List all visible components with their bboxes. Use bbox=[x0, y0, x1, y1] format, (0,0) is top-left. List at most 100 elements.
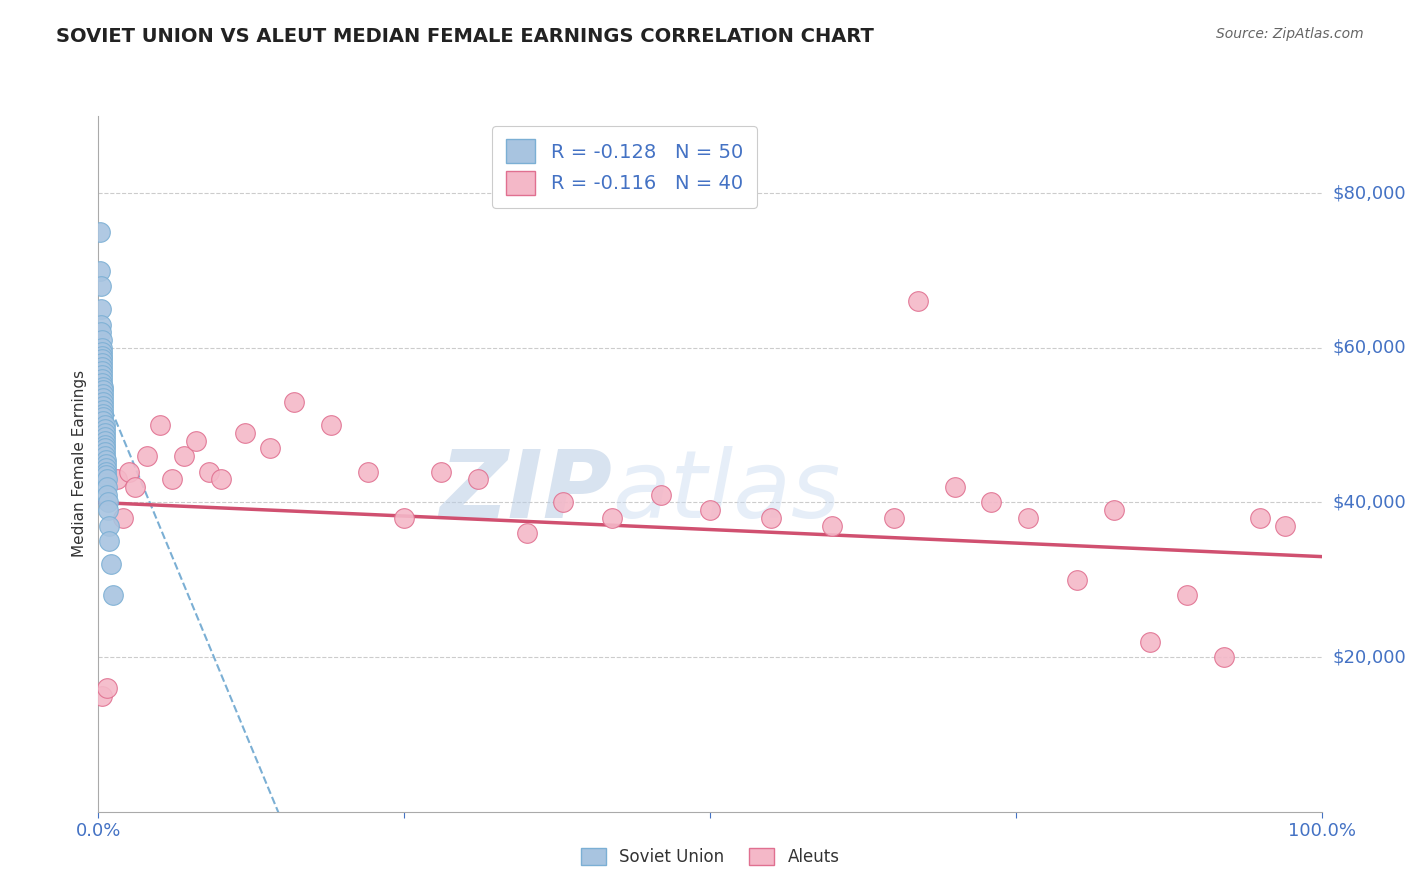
Point bbox=[90, 326, 112, 340]
Point bbox=[90, 279, 112, 293]
Point bbox=[319, 418, 342, 433]
Point bbox=[1212, 650, 1234, 665]
Point bbox=[91, 410, 114, 425]
Text: SOVIET UNION VS ALEUT MEDIAN FEMALE EARNINGS CORRELATION CHART: SOVIET UNION VS ALEUT MEDIAN FEMALE EARN… bbox=[56, 27, 875, 45]
Text: $60,000: $60,000 bbox=[1333, 339, 1406, 357]
Point bbox=[93, 425, 115, 440]
Point bbox=[91, 384, 114, 398]
Point bbox=[94, 465, 117, 479]
Point bbox=[94, 457, 117, 471]
Point bbox=[91, 399, 114, 413]
Point bbox=[197, 465, 219, 479]
Point bbox=[96, 681, 118, 695]
Point bbox=[97, 495, 120, 509]
Point bbox=[93, 437, 115, 451]
Point bbox=[91, 387, 114, 401]
Text: $40,000: $40,000 bbox=[1333, 493, 1406, 511]
Point bbox=[91, 352, 114, 367]
Point bbox=[91, 349, 114, 363]
Text: atlas: atlas bbox=[612, 446, 841, 537]
Point bbox=[907, 294, 929, 309]
Point bbox=[283, 395, 305, 409]
Point bbox=[93, 445, 115, 459]
Point bbox=[96, 480, 118, 494]
Point bbox=[136, 449, 159, 463]
Legend: Soviet Union, Aleuts: Soviet Union, Aleuts bbox=[574, 841, 846, 873]
Point bbox=[93, 430, 115, 444]
Point bbox=[124, 480, 146, 494]
Point bbox=[515, 526, 537, 541]
Point bbox=[1249, 511, 1271, 525]
Point bbox=[91, 391, 114, 405]
Point bbox=[91, 402, 114, 417]
Point bbox=[98, 518, 121, 533]
Point bbox=[980, 495, 1002, 509]
Point bbox=[91, 379, 114, 393]
Point bbox=[1274, 518, 1296, 533]
Point bbox=[101, 588, 124, 602]
Point bbox=[105, 472, 128, 486]
Text: Source: ZipAtlas.com: Source: ZipAtlas.com bbox=[1216, 27, 1364, 41]
Point bbox=[91, 368, 114, 382]
Point bbox=[1175, 588, 1198, 602]
Point bbox=[93, 422, 115, 436]
Point bbox=[91, 414, 114, 428]
Point bbox=[96, 488, 118, 502]
Text: $80,000: $80,000 bbox=[1333, 185, 1406, 202]
Point bbox=[91, 689, 114, 703]
Point bbox=[94, 468, 117, 483]
Point bbox=[883, 511, 905, 525]
Point bbox=[91, 364, 114, 378]
Point bbox=[91, 344, 114, 359]
Point bbox=[90, 302, 112, 317]
Point bbox=[259, 442, 281, 456]
Point bbox=[97, 503, 120, 517]
Point bbox=[89, 263, 111, 277]
Point bbox=[356, 465, 378, 479]
Text: $20,000: $20,000 bbox=[1333, 648, 1406, 666]
Point bbox=[91, 356, 114, 370]
Point bbox=[96, 472, 118, 486]
Point bbox=[160, 472, 183, 486]
Point bbox=[98, 534, 121, 549]
Point bbox=[93, 442, 115, 456]
Point bbox=[650, 488, 672, 502]
Point bbox=[600, 511, 623, 525]
Point bbox=[91, 333, 114, 347]
Point bbox=[943, 480, 966, 494]
Point bbox=[1066, 573, 1088, 587]
Point bbox=[699, 503, 721, 517]
Point bbox=[93, 449, 115, 463]
Point bbox=[821, 518, 844, 533]
Y-axis label: Median Female Earnings: Median Female Earnings bbox=[72, 370, 87, 558]
Point bbox=[467, 472, 489, 486]
Point bbox=[1017, 511, 1039, 525]
Point bbox=[91, 395, 114, 409]
Point bbox=[209, 472, 232, 486]
Point bbox=[430, 465, 453, 479]
Point bbox=[94, 460, 117, 475]
Point bbox=[149, 418, 172, 433]
Text: ZIP: ZIP bbox=[439, 446, 612, 538]
Point bbox=[553, 495, 575, 509]
Point bbox=[89, 225, 111, 239]
Point bbox=[94, 453, 117, 467]
Point bbox=[1139, 634, 1161, 648]
Point bbox=[91, 376, 114, 390]
Point bbox=[1102, 503, 1125, 517]
Point bbox=[233, 425, 256, 440]
Point bbox=[91, 360, 114, 375]
Point bbox=[186, 434, 208, 448]
Point bbox=[91, 372, 114, 386]
Point bbox=[93, 418, 115, 433]
Point bbox=[173, 449, 195, 463]
Point bbox=[100, 558, 122, 572]
Point bbox=[91, 407, 114, 421]
Point bbox=[761, 511, 783, 525]
Point bbox=[118, 465, 141, 479]
Point bbox=[392, 511, 416, 525]
Point bbox=[90, 318, 112, 332]
Point bbox=[91, 341, 114, 355]
Point bbox=[93, 434, 115, 448]
Point bbox=[111, 511, 134, 525]
